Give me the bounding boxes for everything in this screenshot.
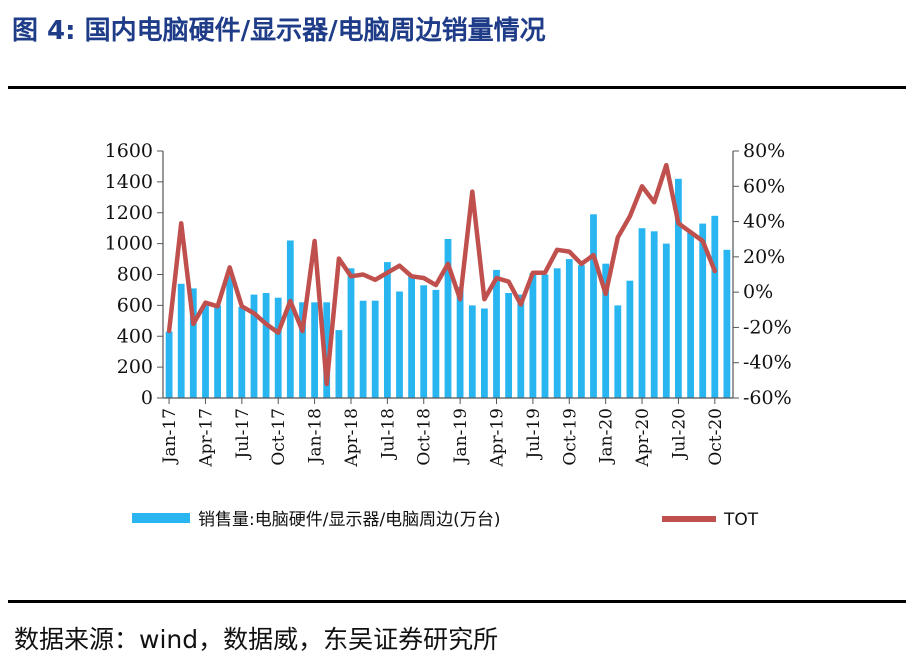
y-left-tick-label: 0 xyxy=(141,387,153,409)
bar-Jan-17 xyxy=(165,331,173,398)
y-right-tick-label: -60% xyxy=(743,387,792,409)
x-tick-label: Jul-18 xyxy=(378,408,398,461)
x-tick-label: Oct-18 xyxy=(415,408,435,466)
bar-Jan-18 xyxy=(311,302,318,398)
legend: 销售量:电脑硬件/显示器/电脑周边(万台) TOT xyxy=(132,510,759,530)
bar-Jun-20 xyxy=(662,243,670,398)
bar-Jul-20 xyxy=(675,178,682,398)
x-tick-label: Apr-17 xyxy=(196,408,216,468)
tot-line xyxy=(166,162,718,387)
bar-Jan-20 xyxy=(602,263,610,398)
bar-May-20 xyxy=(650,231,658,398)
y-left-tick-label: 200 xyxy=(117,356,153,378)
bar-Dec-19 xyxy=(590,214,597,398)
bar-May-18 xyxy=(359,300,367,398)
bar-Dec-18 xyxy=(444,239,452,398)
x-tick-label: Apr-19 xyxy=(488,408,508,468)
x-tick-label: Apr-20 xyxy=(633,408,653,468)
bar-Aug-17 xyxy=(250,294,258,398)
bar-Feb-17 xyxy=(177,283,185,398)
bar-Apr-19 xyxy=(493,269,500,398)
bar-Jul-19 xyxy=(529,273,537,398)
y-left-tick-label: 1000 xyxy=(105,233,153,255)
bar-Oct-17 xyxy=(274,297,282,398)
axes: 0 200 400 600 800 1000 1200 1400 1600 -60% -40% -20… xyxy=(105,140,792,468)
bar-Aug-20 xyxy=(687,232,694,398)
bar-Sep-19 xyxy=(553,268,561,398)
legend-label-bars: 销售量:电脑硬件/显示器/电脑周边(万台) xyxy=(198,510,500,530)
bar-Nov-18 xyxy=(432,289,440,398)
bar-Nov-17 xyxy=(286,240,294,398)
y-left-tick-label: 800 xyxy=(117,264,153,286)
source-note: 数据来源：wind，数据威，东吴证券研究所 xyxy=(14,625,499,654)
bar-Aug-19 xyxy=(541,274,549,398)
x-tick-label: Jul-20 xyxy=(669,408,689,461)
bar-Jan-19 xyxy=(456,286,464,398)
bar-Apr-17 xyxy=(202,303,209,398)
bar-Jul-17 xyxy=(238,306,246,398)
x-tick-label: Jan-18 xyxy=(306,408,326,465)
y-right-tick-label: -20% xyxy=(743,316,792,338)
x-tick-label: Jan-19 xyxy=(451,408,471,465)
x-tick-label: Oct-17 xyxy=(269,408,289,466)
bar-Oct-18 xyxy=(420,285,428,398)
y-right-tick-label: 80% xyxy=(743,140,785,162)
bar-Mar-17 xyxy=(189,288,197,398)
bottom-divider xyxy=(8,600,906,603)
bar-Mar-18 xyxy=(335,330,343,398)
bar-Nov-20 xyxy=(723,249,731,398)
bar-Jun-19 xyxy=(517,294,525,398)
bar-Jun-18 xyxy=(371,300,379,398)
top-divider xyxy=(8,86,906,89)
y-left-tick-label: 1600 xyxy=(105,140,153,162)
bar-Jun-17 xyxy=(226,276,234,398)
bar-Feb-20 xyxy=(614,305,622,398)
bar-Feb-19 xyxy=(468,305,476,398)
y-right-tick-label: 20% xyxy=(743,246,785,268)
bar-May-19 xyxy=(505,293,512,398)
x-tick-label: Jan-20 xyxy=(597,408,617,465)
bar-Nov-19 xyxy=(578,265,585,398)
y-right-tick-label: 60% xyxy=(743,175,785,197)
x-tick-label: Oct-19 xyxy=(560,408,580,466)
y-left-tick-label: 400 xyxy=(117,325,153,347)
bar-series xyxy=(165,178,731,398)
bar-Oct-19 xyxy=(565,259,573,398)
y-right-tick-label: 0% xyxy=(743,281,773,303)
bar-May-17 xyxy=(214,305,221,398)
x-tick-label: Apr-18 xyxy=(342,408,362,468)
y-right-tick-label: -40% xyxy=(743,352,792,374)
y-left-tick-label: 1200 xyxy=(105,202,153,224)
x-tick-label: Jan-17 xyxy=(160,408,180,465)
y-left-tick-label: 1400 xyxy=(105,171,153,193)
bar-Feb-18 xyxy=(323,302,331,398)
bar-Mar-19 xyxy=(481,308,488,398)
page-title: 图 4: 国内电脑硬件/显示器/电脑周边销量情况 xyxy=(12,16,546,46)
bar-Apr-20 xyxy=(638,228,646,398)
x-tick-label: Jul-17 xyxy=(233,408,253,461)
bar-Sep-18 xyxy=(408,276,415,398)
bar-Oct-20 xyxy=(711,215,719,398)
chart: 0 200 400 600 800 1000 1200 1400 1600 -60% -40% -20… xyxy=(105,140,792,530)
line-series xyxy=(166,162,718,387)
x-tick-label: Jul-19 xyxy=(524,408,544,461)
bar-Sep-17 xyxy=(262,293,270,398)
bar-Aug-18 xyxy=(396,291,403,398)
bar-Jul-18 xyxy=(384,262,391,398)
x-tick-label: Oct-20 xyxy=(706,408,726,466)
bar-Mar-20 xyxy=(626,280,634,398)
bar-Dec-17 xyxy=(299,302,306,398)
y-right-tick-label: 40% xyxy=(743,211,785,233)
bar-Sep-20 xyxy=(699,223,707,398)
y-left-tick-label: 600 xyxy=(117,294,153,316)
legend-swatch-bars xyxy=(132,513,190,523)
bar-Apr-18 xyxy=(347,268,355,398)
legend-label-line: TOT xyxy=(723,510,759,530)
